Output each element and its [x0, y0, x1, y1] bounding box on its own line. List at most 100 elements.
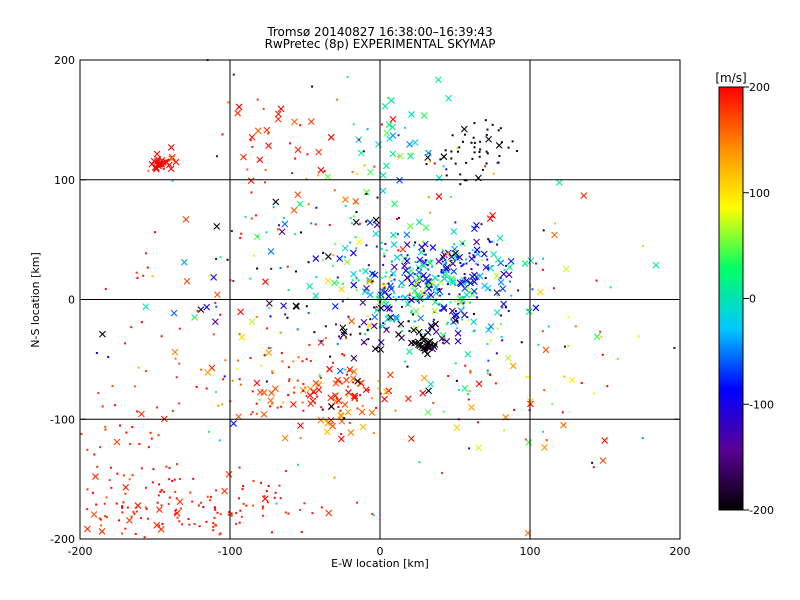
- data-point-dot: [448, 275, 451, 278]
- data-point-dot: [349, 217, 352, 220]
- data-point-cross: [496, 234, 504, 242]
- data-point-dot: [157, 494, 160, 497]
- data-point-dot: [486, 152, 489, 155]
- data-point-dot: [344, 337, 347, 340]
- data-point-dot: [217, 404, 220, 407]
- data-point-dot: [442, 410, 445, 413]
- data-point-dot: [168, 496, 171, 499]
- data-point-dot: [323, 170, 326, 173]
- data-point-dot: [641, 245, 644, 248]
- data-point-dot: [222, 378, 225, 381]
- data-point-cross: [170, 309, 178, 317]
- data-point-dot: [382, 263, 385, 266]
- data-point-dot: [215, 489, 218, 492]
- data-point-cross: [372, 230, 380, 238]
- data-point-dot: [338, 380, 341, 383]
- data-point-cross: [391, 200, 398, 208]
- data-point-cross: [153, 150, 161, 158]
- data-point-dot: [440, 269, 443, 272]
- data-point-dot: [384, 242, 387, 245]
- data-point-dot: [465, 179, 468, 182]
- data-point-cross: [342, 376, 350, 384]
- data-point-cross: [274, 110, 282, 118]
- data-point-cross: [254, 127, 262, 135]
- data-point-dot: [124, 527, 127, 530]
- data-point-dot: [504, 306, 507, 309]
- data-point-dot: [261, 507, 264, 510]
- data-point-dot: [115, 502, 118, 505]
- data-point-dot: [500, 335, 503, 338]
- data-point-dot: [147, 169, 150, 172]
- data-point-cross: [438, 335, 446, 342]
- data-point-dot: [336, 342, 339, 345]
- data-point-dot: [421, 240, 424, 243]
- data-point-dot: [358, 138, 361, 141]
- data-point-cross: [336, 255, 344, 262]
- data-point-dot: [213, 507, 216, 510]
- data-point-dot: [531, 288, 534, 291]
- data-point-dot: [86, 448, 89, 451]
- data-point-dot: [446, 283, 449, 286]
- data-point-dot: [100, 524, 103, 527]
- data-point-cross: [494, 256, 502, 264]
- data-point-cross: [327, 394, 335, 402]
- data-point-dot: [280, 405, 283, 408]
- data-point-dot: [484, 119, 487, 122]
- data-point-dot: [438, 294, 441, 297]
- data-point-dot: [563, 345, 566, 348]
- data-point-dot: [209, 495, 212, 498]
- data-point-dot: [456, 150, 459, 153]
- data-point-dot: [296, 463, 299, 466]
- data-point-dot: [268, 306, 271, 309]
- data-point-dot: [488, 288, 491, 291]
- data-point-dot: [422, 305, 425, 308]
- data-point-cross: [525, 308, 533, 315]
- colorbar-ticks: 200 100 0 -100 -200: [743, 81, 774, 517]
- data-point-cross: [435, 193, 443, 200]
- data-point-dot: [300, 231, 303, 234]
- data-point-cross: [325, 509, 333, 517]
- data-point-dot: [488, 373, 491, 376]
- data-point-dot: [408, 292, 411, 295]
- data-point-dot: [358, 269, 361, 272]
- data-point-dot: [520, 341, 523, 344]
- data-point-dot: [430, 259, 433, 262]
- data-point-dot: [510, 294, 513, 297]
- data-point-dot: [398, 286, 401, 289]
- data-point-dot: [287, 379, 290, 382]
- data-point-dot: [346, 297, 349, 300]
- data-point-cross: [371, 345, 379, 353]
- data-point-cross: [336, 367, 344, 375]
- data-point-dot: [592, 466, 595, 469]
- data-point-cross: [504, 354, 512, 362]
- data-point-dot: [467, 301, 470, 304]
- data-point-dot: [322, 251, 325, 254]
- data-point-dot: [335, 323, 338, 326]
- data-point-dot: [441, 270, 444, 273]
- data-point-dot: [322, 259, 325, 262]
- data-point-dot: [231, 379, 234, 382]
- data-point-dot: [460, 265, 463, 268]
- data-point-dot: [461, 264, 464, 267]
- data-point-dot: [179, 507, 182, 510]
- data-point-dot: [208, 430, 211, 433]
- data-point-dot: [401, 274, 404, 277]
- data-point-dot: [397, 155, 400, 158]
- data-point-dot: [99, 446, 102, 449]
- data-point-dot: [349, 241, 352, 244]
- data-point-dot: [517, 289, 520, 292]
- data-point-dot: [486, 369, 489, 372]
- data-point-dot: [294, 233, 297, 236]
- data-point-dot: [457, 303, 460, 306]
- data-point-dot: [287, 366, 290, 369]
- data-point-dot: [366, 315, 369, 318]
- data-point-cross: [505, 271, 513, 279]
- data-point-cross: [425, 387, 432, 395]
- data-point-dot: [214, 509, 217, 512]
- data-point-cross: [345, 389, 352, 396]
- data-point-dot: [111, 385, 114, 388]
- data-point-dot: [287, 512, 290, 515]
- data-point-dot: [501, 306, 504, 309]
- data-point-dot: [491, 123, 494, 126]
- data-point-dot: [439, 309, 442, 312]
